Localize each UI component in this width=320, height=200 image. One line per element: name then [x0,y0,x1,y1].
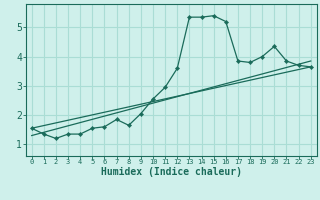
X-axis label: Humidex (Indice chaleur): Humidex (Indice chaleur) [101,167,242,177]
